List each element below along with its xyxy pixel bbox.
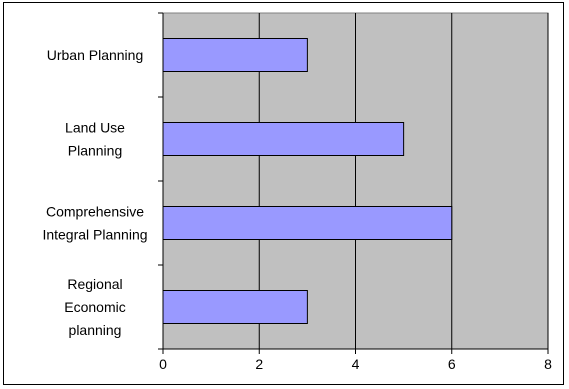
bar-0 [162,38,308,72]
category-label-2-line-0: Comprehensive [46,204,144,220]
axes [158,12,549,354]
bar-3 [162,290,308,324]
category-label-1: Land Use Planning [65,120,125,159]
bars [162,38,453,324]
category-label-0-line-0: Urban Planning [47,47,144,63]
category-label-1-line-0: Land Use [65,120,125,136]
category-labels: Urban Planning Land Use Planning Comprehens… [42,47,147,338]
x-tick-label-1: 2 [255,356,263,372]
x-tick-labels: 0 2 4 6 8 [159,356,552,372]
category-label-3-line-2: planning [69,322,122,338]
category-label-2: Comprehensive Integral Planning [42,204,147,243]
category-label-3-line-0: Regional [67,276,122,292]
bar-2 [162,206,453,240]
category-label-3-line-1: Economic [64,299,125,315]
category-label-0: Urban Planning [47,47,144,63]
category-label-1-line-1: Planning [68,143,123,159]
x-tick-label-2: 4 [352,356,360,372]
category-label-3: Regional Economic planning [64,276,125,338]
category-label-2-line-1: Integral Planning [42,227,147,243]
x-tick-label-3: 6 [448,356,456,372]
bar-1 [162,122,405,156]
x-tick-label-0: 0 [159,356,167,372]
x-tick-label-4: 8 [544,356,552,372]
